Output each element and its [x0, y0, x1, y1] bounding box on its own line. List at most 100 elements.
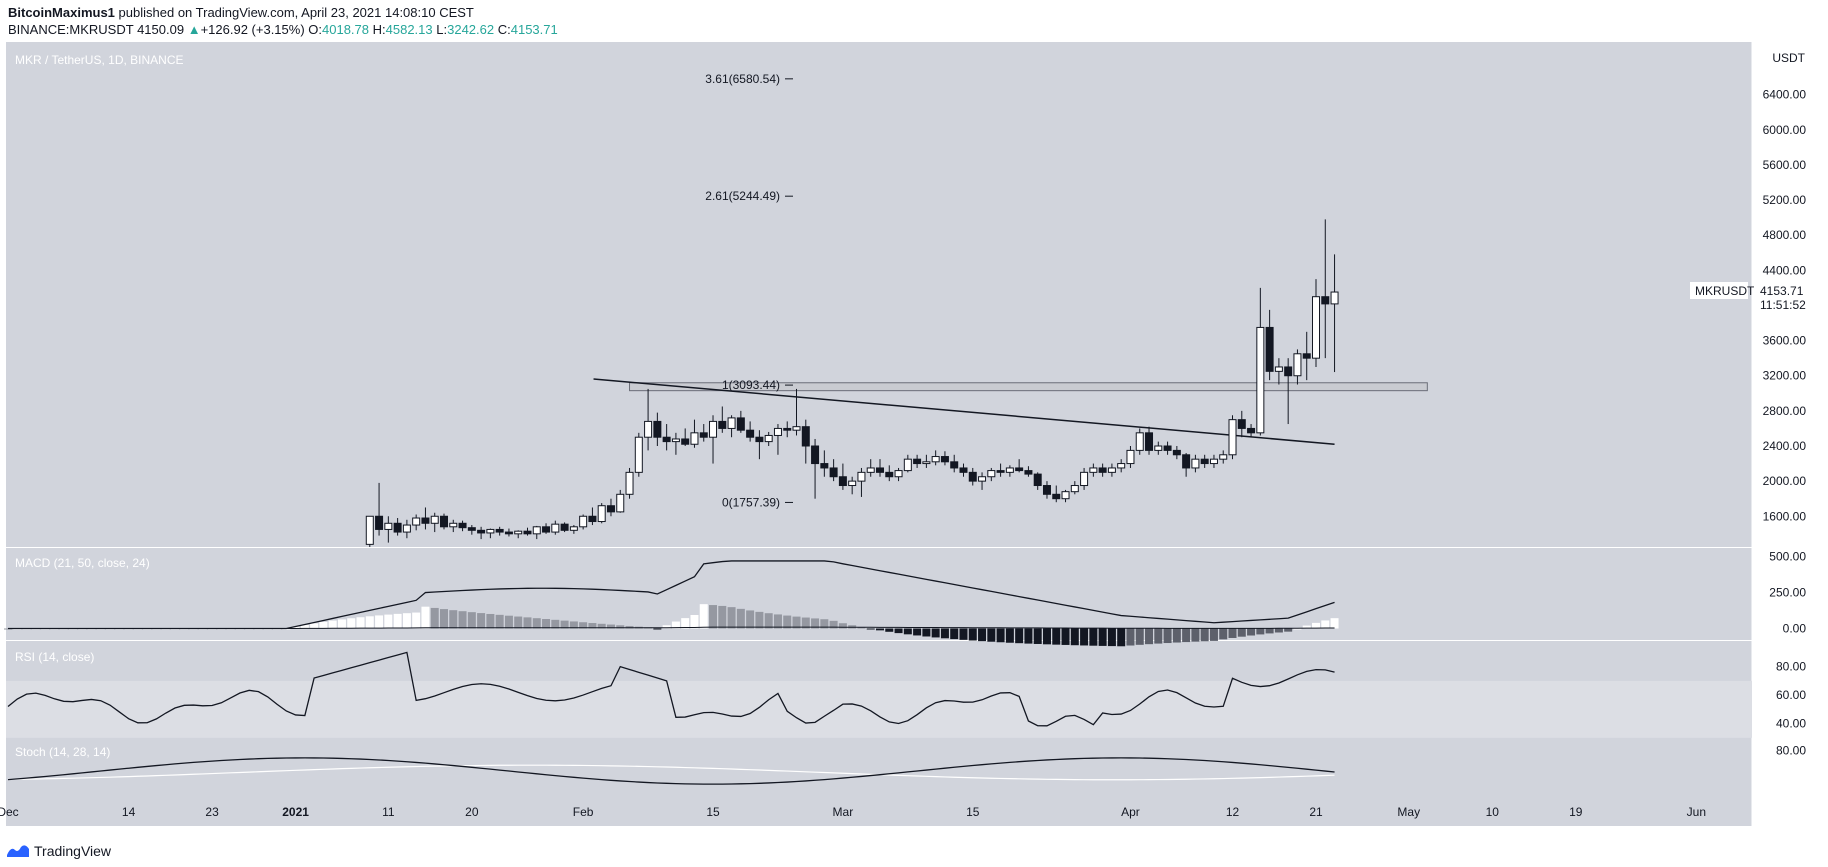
macd-histogram-bar — [393, 613, 402, 629]
candlestick-series — [365, 219, 1339, 547]
macd-histogram-bar — [894, 628, 903, 634]
candle — [857, 467, 866, 497]
candle — [811, 438, 820, 499]
macd-histogram-bar — [838, 623, 847, 629]
macd-histogram-bar — [514, 616, 523, 629]
macd-histogram-bar — [1080, 628, 1089, 646]
macd-histogram-bar — [959, 628, 968, 640]
stoch-k-line — [7, 757, 1335, 785]
stoch-pane-bg — [6, 736, 1752, 798]
macd-histogram-bar — [486, 613, 495, 629]
macd-histogram-bar — [736, 608, 745, 629]
macd-histogram-bar — [783, 615, 792, 629]
macd-histogram-bar — [542, 619, 551, 629]
candle — [1117, 459, 1126, 473]
macd-histogram-bar — [1126, 628, 1135, 646]
publish-line: BitcoinMaximus1 published on TradingView… — [8, 4, 558, 21]
candle — [950, 454, 959, 473]
candle — [940, 451, 949, 466]
candle — [1219, 450, 1228, 464]
stoch-tick: 80.00 — [1776, 744, 1806, 758]
rsi-tick: 40.00 — [1776, 717, 1806, 731]
tradingview-brand[interactable]: TradingView — [34, 843, 112, 859]
time-tick: 12 — [1226, 805, 1240, 819]
candle — [894, 467, 903, 482]
candle — [959, 463, 968, 477]
bar-countdown: 11:51:52 — [1760, 298, 1806, 312]
time-tick: Apr — [1121, 805, 1140, 819]
candle — [1247, 424, 1256, 438]
macd-histogram-bar — [440, 609, 448, 629]
candle — [690, 419, 699, 448]
macd-histogram-bar — [421, 606, 430, 629]
candle — [1126, 446, 1135, 468]
macd-histogram-bar — [1330, 618, 1339, 629]
candle — [1080, 467, 1089, 490]
candle — [783, 421, 792, 438]
macd-histogram-bar — [1015, 628, 1024, 644]
time-tick: Dec — [0, 805, 19, 819]
macd-histogram-bar — [950, 628, 959, 640]
close-label: C: — [497, 22, 511, 37]
candle — [1256, 287, 1265, 436]
macd-pane-title: MACD (21, 50, close, 24) — [15, 556, 150, 570]
candle — [1089, 463, 1098, 477]
open-label: O: — [308, 22, 323, 37]
macd-histogram-bar — [551, 619, 560, 629]
macd-histogram-bar — [384, 614, 393, 629]
author-name[interactable]: BitcoinMaximus1 — [8, 5, 115, 20]
macd-histogram-bar — [718, 605, 727, 629]
candle — [523, 527, 532, 536]
candle — [1284, 358, 1293, 425]
candle — [616, 489, 625, 513]
candle — [477, 526, 486, 540]
last-price: 4150.09 — [137, 22, 185, 37]
candle — [532, 525, 541, 540]
candle — [1042, 481, 1051, 499]
candle — [644, 388, 653, 451]
macd-histogram-bar — [913, 628, 922, 636]
time-tick: 20 — [465, 805, 479, 819]
candle — [1052, 485, 1061, 503]
candle — [1005, 465, 1014, 477]
time-tick: 10 — [1486, 805, 1500, 819]
candle — [1302, 331, 1311, 381]
candle — [987, 467, 996, 482]
candle — [913, 454, 922, 468]
macd-pane-bg — [6, 548, 1752, 640]
symbol-label: BINANCE:MKRUSDT — [8, 22, 134, 37]
candle — [467, 525, 476, 535]
candle — [458, 520, 467, 532]
candle — [736, 410, 745, 433]
signal-line — [8, 626, 1335, 629]
close-value: 4153.71 — [510, 22, 558, 37]
macd-histogram-bar — [430, 607, 439, 629]
macd-histogram-bar — [801, 617, 810, 629]
high-label: H: — [372, 22, 386, 37]
rsi-pane-title: RSI (14, close) — [15, 650, 94, 664]
symbol-tag-bg — [1690, 282, 1748, 299]
macd-histogram-bar — [504, 615, 513, 629]
candle — [820, 450, 829, 477]
tradingview-logo-icon[interactable] — [6, 843, 30, 859]
rsi-tick: 60.00 — [1776, 688, 1806, 702]
macd-histogram-bar — [727, 607, 736, 629]
candle — [968, 467, 977, 486]
candle — [662, 424, 671, 451]
macd-histogram-bar — [1042, 628, 1051, 645]
candle — [838, 463, 847, 490]
macd-histogram-bar — [1145, 628, 1154, 645]
macd-histogram-bar — [1237, 628, 1246, 637]
time-axis[interactable]: Dec 14 23 2021 11 20 Feb 15 Mar 15 Apr 12 21 May 10 19 J… — [0, 805, 1706, 819]
candle — [588, 507, 597, 526]
candle — [978, 472, 987, 490]
macd-histogram-bar — [1209, 628, 1218, 641]
macd-histogram-bar — [625, 625, 634, 629]
candle — [560, 522, 569, 533]
candle — [402, 519, 411, 539]
time-tick: 14 — [122, 805, 136, 819]
macd-histogram-bar — [1163, 628, 1172, 644]
macd-histogram-bar — [588, 623, 597, 629]
macd-histogram-bar — [922, 628, 931, 637]
